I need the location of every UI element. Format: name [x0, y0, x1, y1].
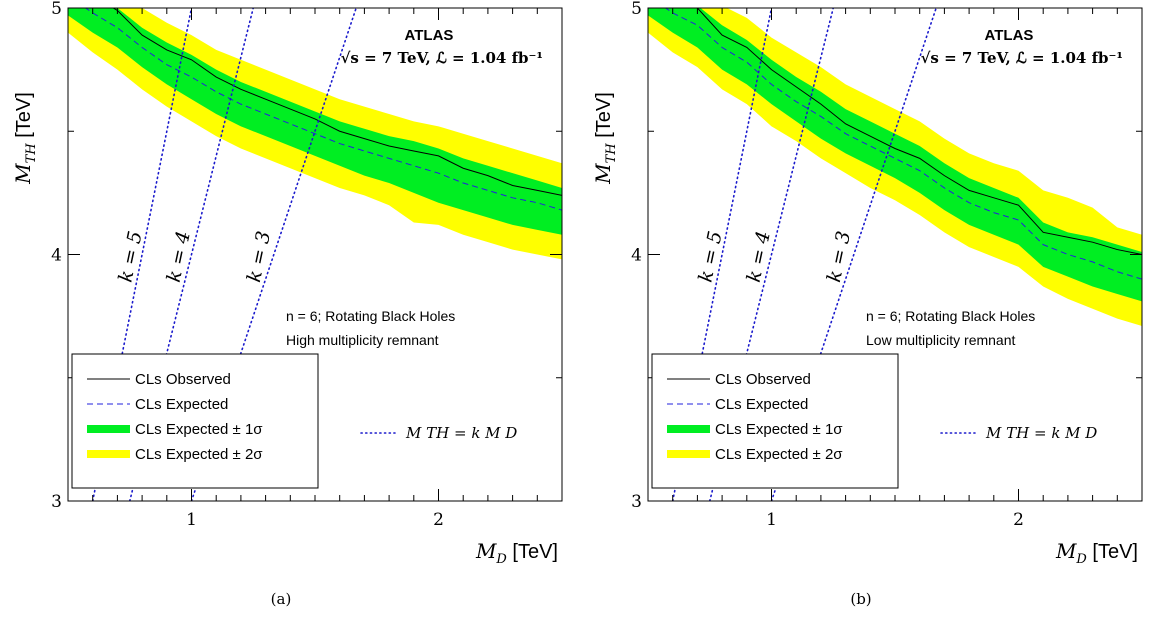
y-axis-unit: [TeV] — [593, 92, 615, 143]
panel-caption: (a) — [271, 590, 292, 608]
x-axis-unit: [TeV] — [1087, 541, 1138, 563]
legend-box — [71, 353, 319, 489]
y-axis-unit: [TeV] — [13, 92, 35, 143]
k-line-label: k = 4 — [743, 229, 775, 284]
k-line-3 — [770, 8, 937, 501]
y-axis-var: M — [11, 163, 35, 185]
y-tick-label: 4 — [631, 246, 642, 266]
legend-label: CLs Expected ± 2σ — [135, 446, 263, 463]
legend-label: CLs Observed — [135, 371, 231, 388]
y-tick-label: 3 — [51, 492, 62, 512]
legend-label: CLs Expected ± 1σ — [715, 421, 843, 438]
y-tick-label: 4 — [51, 246, 62, 266]
model-label-line2: High multiplicity remnant — [286, 332, 439, 348]
axis-ticks — [67, 7, 563, 502]
x-axis-title: MD [TeV] — [475, 539, 558, 567]
experiment-label: ATLAS — [985, 27, 1034, 44]
y-axis-title: MTH [TeV] — [11, 92, 39, 185]
y-axis-title: MTH [TeV] — [591, 92, 619, 185]
band-1sigma — [68, 8, 562, 235]
x-axis-var-sub: D — [1075, 552, 1087, 567]
legend-box — [651, 353, 899, 489]
observed-line — [696, 8, 1142, 255]
legend: CLs Observed CLs Expected CLs Expected ± 1… — [651, 353, 899, 489]
y-tick-label: 5 — [51, 0, 62, 19]
expected-line — [664, 8, 1142, 280]
legend-swatch-band — [87, 450, 130, 458]
x-tick-label: 1 — [766, 510, 777, 530]
k-line-label: k = 4 — [163, 229, 195, 284]
kline-legend-label: M TH = k M D — [405, 424, 517, 442]
model-label-line2: Low multiplicity remnant — [866, 332, 1015, 348]
experiment-label: ATLAS — [405, 27, 454, 44]
x-tick-label: 2 — [433, 510, 444, 530]
legend-label: CLs Expected ± 2σ — [715, 446, 843, 463]
y-axis-var-sub: TH — [604, 143, 619, 164]
energy-label: √s = 7 TeV, ℒ = 1.04 fb⁻¹ — [341, 49, 543, 67]
y-axis-var-sub: TH — [24, 143, 39, 164]
y-axis-var: M — [591, 163, 615, 185]
energy-label: √s = 7 TeV, ℒ = 1.04 fb⁻¹ — [921, 49, 1123, 67]
y-tick-label: 5 — [631, 0, 642, 19]
band-1sigma — [648, 8, 1142, 302]
legend: CLs Observed CLs Expected CLs Expected ± 1… — [71, 353, 319, 489]
legend-swatch-band — [87, 425, 130, 433]
x-tick-label: 1 — [186, 510, 197, 530]
expected-line — [84, 8, 562, 211]
k-line-label: k = 3 — [823, 229, 855, 284]
model-label-line1: n = 6; Rotating Black Holes — [286, 308, 455, 324]
k-line-3 — [190, 8, 357, 501]
legend-label: CLs Observed — [715, 371, 811, 388]
legend-label: CLs Expected — [715, 396, 808, 413]
k-line-label: k = 3 — [243, 229, 275, 284]
model-label-line1: n = 6; Rotating Black Holes — [866, 308, 1035, 324]
legend-label: CLs Expected ± 1σ — [135, 421, 263, 438]
x-axis-unit: [TeV] — [507, 541, 558, 563]
legend-swatch-band — [667, 450, 710, 458]
kline-legend-label: M TH = k M D — [985, 424, 1097, 442]
x-axis-var-sub: D — [495, 552, 507, 567]
x-axis-title: MD [TeV] — [1055, 539, 1138, 567]
observed-line — [112, 8, 562, 196]
x-tick-label: 2 — [1013, 510, 1024, 530]
panel-caption: (b) — [850, 590, 871, 608]
y-tick-label: 3 — [631, 492, 642, 512]
x-axis-var: M — [1055, 539, 1077, 563]
legend-swatch-band — [667, 425, 710, 433]
legend-label: CLs Expected — [135, 396, 228, 413]
axis-ticks — [647, 7, 1143, 502]
x-axis-var: M — [475, 539, 497, 563]
